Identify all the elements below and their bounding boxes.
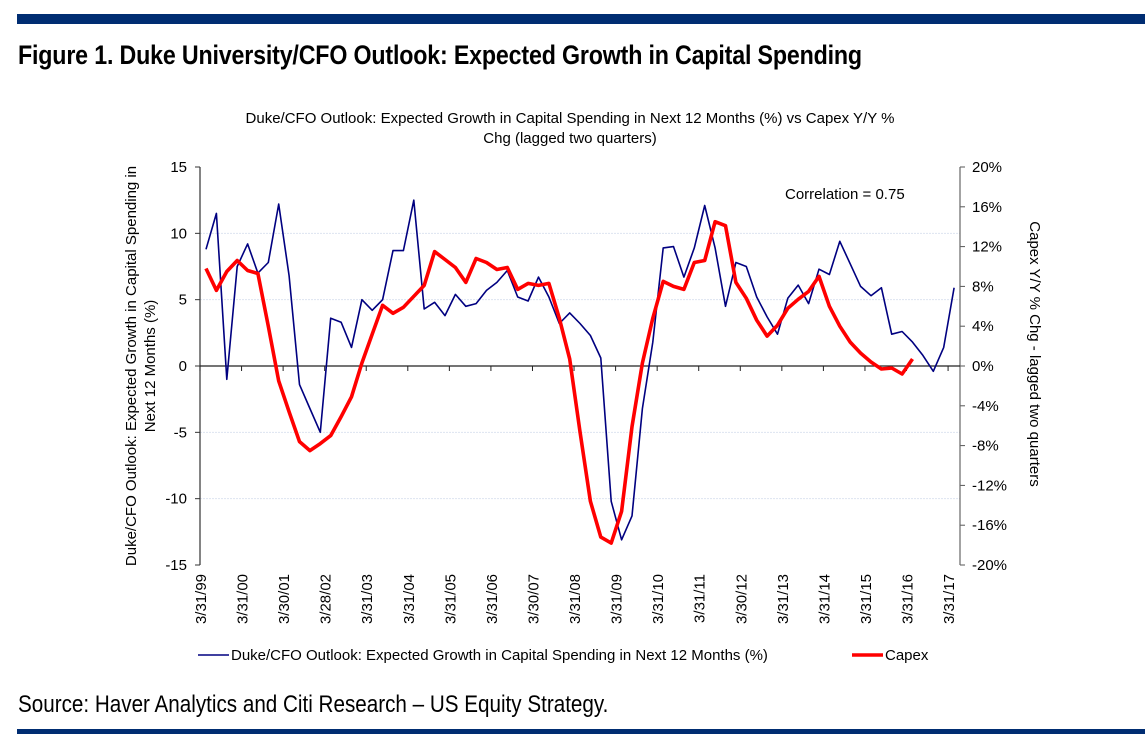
y-right-tick-label: 8%: [972, 278, 994, 295]
x-tick-labels: 3/31/99 3/31/00 3/30/01 3/28/02 3/31/03 3/31/…: [193, 574, 958, 624]
x-tick-label: 3/31/13: [775, 574, 792, 624]
x-tick-label: 3/31/00: [235, 574, 252, 624]
chart-title-line1: Duke/CFO Outlook: Expected Growth in Cap…: [246, 110, 895, 127]
y-right-tick-label: 0%: [972, 358, 994, 375]
figure-title: Figure 1. Duke University/CFO Outlook: E…: [18, 40, 862, 70]
y-left-tick-label: -10: [165, 491, 187, 508]
x-tick-label: 3/31/09: [609, 574, 626, 624]
y-right-tick-labels: 20% 16% 12% 8% 4% 0% -4% -8% -12% -16% -20%: [972, 159, 1007, 574]
y-left-tick-label: 0: [179, 358, 187, 375]
y-right-tick-label: 20%: [972, 159, 1002, 176]
axes: [195, 166, 965, 566]
y-right-label: Capex Y/Y % Chg - lagged two quarters: [1026, 221, 1043, 486]
y-right-tick-label: 16%: [972, 199, 1002, 216]
y-right-tick-label: -12%: [972, 477, 1007, 494]
y-right-tick-label: 4%: [972, 318, 994, 335]
capex-series-line: [204, 219, 914, 545]
y-right-tick-label: -4%: [972, 398, 999, 415]
x-tick-label: 3/30/07: [525, 574, 542, 624]
x-tick-label: 3/31/08: [567, 574, 584, 624]
x-tick-label: 3/31/06: [484, 574, 501, 624]
x-tick-label: 3/30/01: [276, 574, 293, 624]
y-right-tick-label: -20%: [972, 557, 1007, 574]
x-tick-label: 3/31/04: [401, 574, 418, 624]
x-tick-label: 3/31/10: [650, 574, 667, 624]
x-tick-label: 3/30/12: [733, 574, 750, 624]
x-tick-label: 3/31/15: [858, 574, 875, 624]
x-tick-label: 3/31/11: [692, 574, 709, 623]
y-left-tick-label: 5: [179, 292, 187, 309]
legend-label-capex: Capex: [885, 647, 929, 664]
x-tick-label: 3/31/16: [900, 574, 917, 624]
y-left-tick-label: 10: [170, 225, 187, 242]
correlation-annotation: Correlation = 0.75: [785, 186, 905, 203]
bottom-rule: [17, 729, 1145, 734]
top-rule: [17, 14, 1145, 24]
duke-cfo-series-line: [205, 199, 955, 541]
y-left-tick-labels: 15 10 5 0 -5 -10 -15: [165, 159, 187, 574]
x-tick-label: 3/31/99: [193, 574, 210, 624]
y-right-tick-label: -8%: [972, 438, 999, 455]
y-left-tick-label: -5: [174, 424, 187, 441]
x-tick-label: 3/31/05: [442, 574, 459, 624]
legend: Duke/CFO Outlook: Expected Growth in Cap…: [198, 647, 929, 664]
source-note: Source: Haver Analytics and Citi Researc…: [18, 691, 609, 718]
y-right-label-text: Capex Y/Y % Chg - lagged two quarters: [1026, 221, 1043, 486]
y-left-tick-label: 15: [170, 159, 187, 176]
chart-title-line2: Chg (lagged two quarters): [483, 130, 656, 147]
x-tick-label: 3/31/03: [359, 574, 376, 624]
y-left-label-line2: Next 12 Months (%): [142, 300, 159, 433]
y-left-tick-label: -15: [165, 557, 187, 574]
x-tick-label: 3/31/14: [816, 574, 833, 624]
y-right-tick-label: 12%: [972, 239, 1002, 256]
x-tick-label: 3/31/17: [941, 574, 958, 624]
series-lines: [204, 199, 955, 545]
x-tick-label: 3/28/02: [318, 574, 335, 624]
y-left-label-line1: Duke/CFO Outlook: Expected Growth in Cap…: [123, 166, 140, 566]
legend-label-duke: Duke/CFO Outlook: Expected Growth in Cap…: [231, 647, 768, 664]
y-right-tick-label: -16%: [972, 517, 1007, 534]
y-left-label: Duke/CFO Outlook: Expected Growth in Cap…: [123, 166, 159, 566]
